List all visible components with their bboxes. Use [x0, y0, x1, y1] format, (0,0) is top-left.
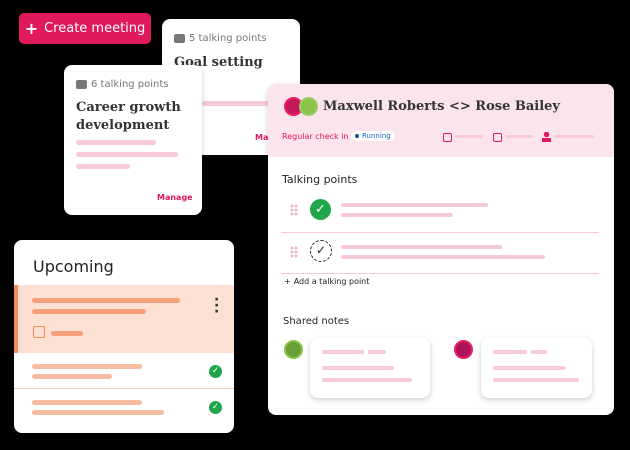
calendar-clock-icon [443, 133, 452, 142]
talking-points-count: 5 talking points [174, 33, 267, 44]
calendar-icon [493, 133, 502, 142]
drag-handle-icon[interactable] [290, 204, 298, 216]
talking-points-heading: Talking points [282, 173, 358, 186]
shared-note[interactable] [310, 338, 430, 398]
more-options-icon[interactable]: · · · [214, 292, 220, 320]
meeting-type: Regular check in [282, 132, 349, 141]
career-growth-card[interactable]: 6 talking points Career growth developme… [64, 65, 202, 215]
avatar [454, 340, 473, 359]
talking-point-row[interactable]: ✓ [281, 193, 599, 233]
meeting-card: Maxwell Roberts <> Rose Bailey Regular c… [268, 84, 614, 415]
status-badge: Running [351, 131, 395, 141]
shared-notes-heading: Shared notes [283, 316, 350, 327]
calendar-icon [33, 326, 45, 338]
check-icon: ✓ [209, 365, 222, 378]
upcoming-item[interactable]: ✓ [14, 353, 234, 389]
person-icon [542, 132, 551, 142]
avatar [284, 340, 303, 359]
meeting-header: Maxwell Roberts <> Rose Bailey Regular c… [268, 84, 614, 157]
upcoming-title: Upcoming [33, 257, 114, 276]
plus-icon: + [24, 19, 39, 38]
shared-note[interactable] [481, 338, 592, 398]
plus-icon: + [284, 277, 291, 286]
comment-icon [76, 80, 87, 89]
talking-points-count: 6 talking points [76, 79, 169, 90]
card-title: Career growth development [76, 100, 181, 133]
add-talking-point-button[interactable]: + Add a talking point [284, 277, 370, 286]
upcoming-card: Upcoming · · · ✓ ✓ [14, 240, 234, 433]
comment-icon [174, 34, 185, 43]
meeting-title: Maxwell Roberts <> Rose Bailey [323, 99, 560, 114]
upcoming-item-active[interactable]: · · · [14, 285, 234, 353]
drag-handle-icon[interactable] [290, 246, 298, 258]
upcoming-item[interactable]: ✓ [14, 390, 234, 426]
create-meeting-button[interactable]: + Create meeting [19, 13, 151, 44]
check-icon: ✓ [209, 401, 222, 414]
completed-check-icon[interactable]: ✓ [310, 199, 331, 220]
avatar [299, 97, 318, 116]
manage-link[interactable]: Manage [157, 193, 193, 202]
talking-point-row[interactable]: ✓ [281, 234, 599, 274]
incomplete-check-icon[interactable]: ✓ [310, 240, 332, 262]
